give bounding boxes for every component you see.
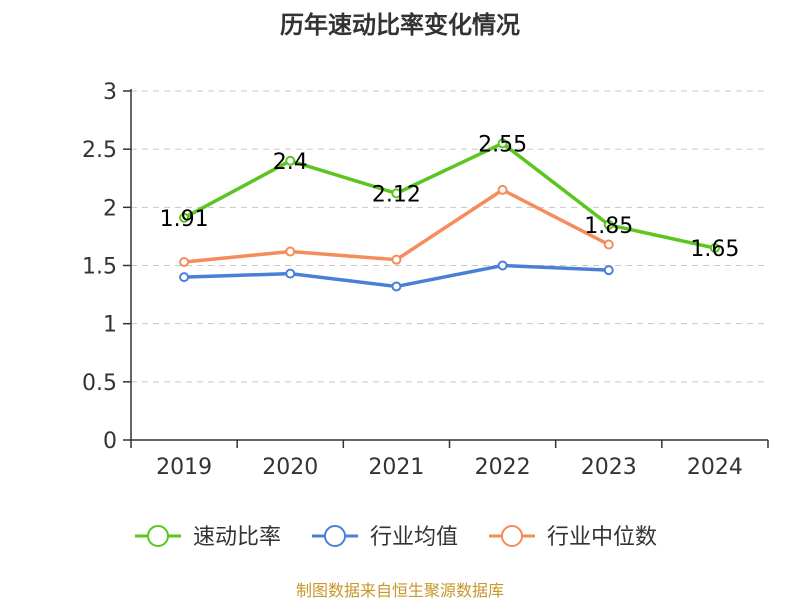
data-label: 1.85: [584, 214, 633, 239]
legend-label: 行业均值: [370, 525, 458, 550]
data-point: [603, 219, 614, 230]
data-point: [497, 260, 508, 271]
y-tick-label: 1.5: [82, 255, 117, 280]
data-label: 1.65: [690, 237, 739, 262]
chart-title: 历年速动比率变化情况: [280, 11, 520, 39]
x-tick-label: 2023: [581, 455, 637, 480]
series-line-0: [183, 141, 716, 250]
series-group: [179, 138, 720, 292]
y-tick-label: 3: [103, 80, 117, 105]
legend-marker: [147, 525, 169, 547]
x-tick-label: 2020: [262, 455, 318, 480]
x-tick-label: 2021: [368, 455, 424, 480]
data-point: [391, 254, 402, 265]
data-point: [179, 257, 190, 268]
y-tick-label: 2: [103, 196, 117, 221]
y-tick-label: 2.5: [82, 138, 117, 163]
data-point: [497, 184, 508, 195]
data-point: [391, 188, 402, 199]
data-point: [179, 212, 190, 223]
x-tick-label: 2022: [475, 455, 531, 480]
y-tick-label: 0.5: [82, 371, 117, 396]
source-note: 制图数据来自恒生聚源数据库: [296, 581, 504, 600]
x-tick-label: 2019: [156, 455, 212, 480]
legend-marker: [324, 525, 346, 547]
data-label: 2.55: [478, 132, 527, 157]
grid-lines: [131, 90, 768, 383]
legend-marker: [501, 525, 523, 547]
data-label: 2.12: [372, 182, 421, 207]
legend-label: 行业中位数: [547, 525, 657, 550]
data-point: [285, 268, 296, 279]
axes: 0 0.5 1 1.5 2 2.5 3 2019 2020 2021 2022 2023 2024: [82, 80, 769, 480]
legend-label: 速动比率: [193, 525, 281, 550]
data-point: [709, 243, 720, 254]
legend[interactable]: 速动比率 行业均值 行业中位数: [135, 525, 657, 550]
data-point: [285, 155, 296, 166]
data-point: [603, 239, 614, 250]
data-labels: 1.91 2.4 2.12 2.55 1.85 1.65: [160, 132, 740, 262]
data-point: [179, 272, 190, 283]
y-tick-label: 0: [103, 429, 117, 454]
data-point: [285, 246, 296, 257]
data-label: 2.4: [273, 150, 308, 175]
data-point: [603, 265, 614, 276]
data-point: [497, 138, 508, 149]
y-tick-label: 1: [103, 313, 117, 338]
data-point: [391, 281, 402, 292]
data-label: 1.91: [160, 207, 209, 232]
x-tick-label: 2024: [687, 455, 743, 480]
